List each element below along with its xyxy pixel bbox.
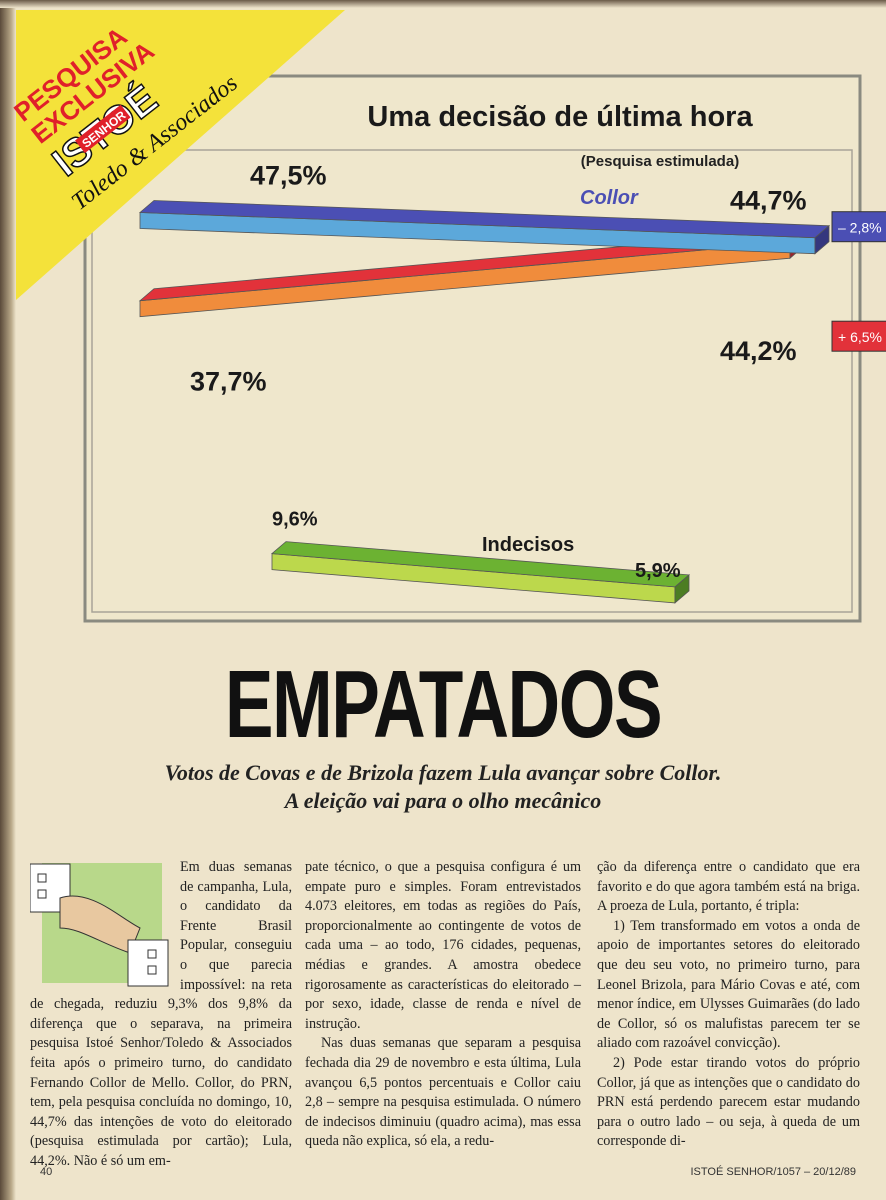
value-label: 5,9% [635,560,681,582]
value-label: 44,2% [720,336,797,366]
headline: EMPATADOS [0,650,886,760]
bar-end [814,224,830,255]
change-tag [831,320,886,352]
binding-shadow [0,0,16,1200]
subhead-line: A eleição vai para o olho mecânico [284,788,602,813]
chart-subtitle: (Pesquisa estimulada) [581,153,739,170]
top-shadow [0,0,886,8]
ballot-box [147,949,157,959]
chart-title: Uma decisão de última hora [367,101,753,133]
banner-triangle [16,10,345,300]
paragraph: Nas duas semanas que separam a pesquisa … [305,1035,581,1150]
banner-brand-box [75,104,131,154]
chart-inner-frame [91,149,853,613]
value-label: 47,5% [250,161,327,191]
paragraph: 1) Tem transformado em votos a onda de a… [597,917,860,1052]
paragraph: 2) Pode estar tirando votos do próprio C… [597,1054,860,1150]
text-column: Em duas semanas de campanha, Lula, o can… [30,858,292,1172]
value-label: 44,7% [730,186,807,216]
bar-end [674,574,690,604]
ballot-box [37,889,47,899]
series-name: Collor [580,187,639,209]
change-label: + 6,5% [838,329,882,345]
headline-text: EMPATADOS [224,651,663,758]
series-name: Indecisos [482,534,574,556]
page-number: 40 [40,1166,53,1178]
text-column: ção da diferença entre o candidato que e… [597,858,860,1152]
change-label: – 2,8% [838,220,882,236]
paragraph: ção da diferença entre o candidato que e… [597,859,860,915]
value-label: 9,6% [272,509,318,531]
ballot [127,939,169,987]
change-tag [831,211,886,243]
paragraph: Em duas semanas de campanha, Lula, o can… [30,859,292,1169]
illustration [30,863,169,987]
subhead-line: Votos de Covas e de Brizola fazem Lula a… [164,760,722,785]
ballot-box [147,965,157,975]
chart: PESQUISA EXCLUSIVA ISTOÉ SENHOR Toledo &… [8,10,886,623]
chart-frame [83,74,862,623]
text-column: pate técnico, o que a pesquisa configura… [305,858,581,1152]
ballot-box [37,873,47,883]
issue-line: ISTOÉ SENHOR/1057 – 20/12/89 [690,1166,857,1178]
paragraph: pate técnico, o que a pesquisa configura… [305,859,581,1032]
value-label: 37,7% [190,367,267,397]
